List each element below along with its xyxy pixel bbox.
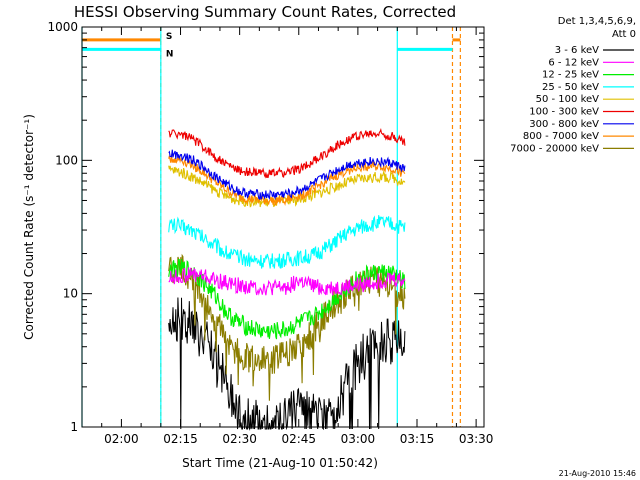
plot-area: SN [81,27,461,431]
x-tick-label: 02:15 [163,432,198,446]
series-line-800-7000-kev [168,154,406,207]
series-line-6-12-kev [168,267,406,296]
x-tick-label: 02:00 [104,432,139,446]
x-tick-label: 02:30 [222,432,257,446]
legend-header: Att 0 [612,29,636,40]
y-tick-label: 100 [55,153,78,167]
saa-flag-label: S [166,32,172,42]
x-tick-label: 03:15 [400,432,435,446]
legend-label: 300 - 800 keV [529,119,599,130]
x-tick-label: 03:30 [459,432,494,446]
y-tick-label: 1000 [47,20,78,34]
y-axis-label: Corrected Count Rate (s⁻¹ detector⁻¹) [22,114,36,340]
chart-title: HESSI Observing Summary Count Rates, Cor… [74,3,456,21]
x-tick-label: 03:00 [341,432,376,446]
x-axis-label: Start Time (21-Aug-10 01:50:42) [182,456,378,470]
legend-label: 7000 - 20000 keV [510,143,599,154]
plot-frame [81,26,485,428]
axes: 1 10 100 1000 02:00 02:15 02:30 02:45 03:00 03:15… [47,20,493,446]
series-line-100-300-kev [168,128,406,179]
x-tick-label: 02:45 [281,432,316,446]
legend-label: 800 - 7000 keV [523,131,599,142]
legend-label: 25 - 50 keV [542,82,599,93]
y-tick-label: 10 [63,287,78,301]
series-line-25-50-kev [168,215,406,269]
y-tick-label: 1 [70,420,78,434]
legend-label: 3 - 6 keV [555,45,599,56]
series-line-12-25-kev [168,258,406,340]
legend-header: Det 1,3,4,5,6,9, [558,16,636,27]
legend-label: 6 - 12 keV [548,57,599,68]
series-line-300-800-kev [168,149,406,201]
legend-label: 12 - 25 keV [542,70,599,81]
corner-timestamp: 21-Aug-2010 15:46 [559,469,636,478]
legend-label: 50 - 100 keV [536,94,600,105]
legend-label: 100 - 300 keV [529,107,599,118]
night-flag-label: N [166,49,174,59]
